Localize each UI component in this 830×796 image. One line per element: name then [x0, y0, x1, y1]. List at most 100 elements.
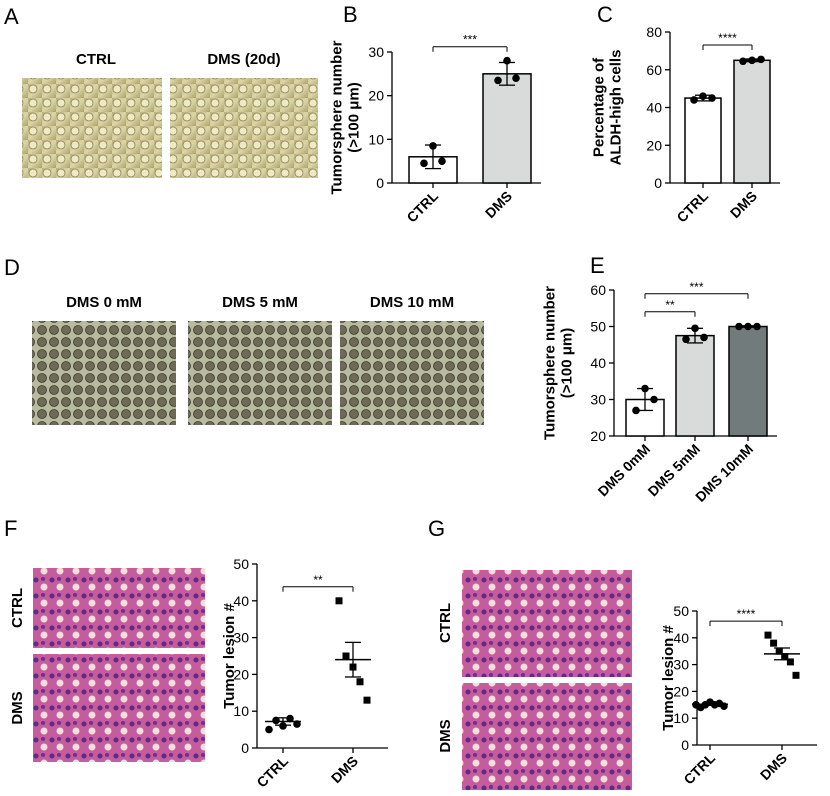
data-point	[699, 92, 707, 100]
sig-label: ****	[718, 31, 737, 45]
x-tick-label: DMS	[727, 188, 760, 221]
data-point	[356, 678, 364, 686]
y-axis-label: Tumorsphere number	[329, 40, 346, 194]
y-tick-label: 20	[590, 428, 606, 444]
x-tick-label: CTRL	[680, 749, 718, 787]
y-axis-label: Tumorsphere number	[542, 286, 559, 440]
data-point	[691, 324, 699, 333]
y-axis-label: (>100 μm)	[346, 82, 363, 152]
data-point	[764, 631, 772, 639]
data-point	[735, 322, 743, 331]
y-axis-label: Percentage of	[591, 57, 608, 157]
data-point	[512, 74, 520, 82]
y-tick-label: 50	[233, 556, 249, 572]
y-tick-label: 20	[673, 683, 689, 699]
data-point	[700, 333, 708, 342]
sig-label: ****	[737, 607, 756, 621]
y-tick-label: 10	[233, 703, 249, 719]
image-label: DMS 0 mM	[66, 294, 142, 311]
y-tick-label: 20	[646, 137, 662, 153]
x-tick-label: CTRL	[253, 752, 291, 790]
sig-label: ***	[689, 280, 703, 294]
y-tick-label: 30	[368, 44, 384, 60]
x-tick-label: CTRL	[403, 187, 441, 225]
y-axis-label: ALDH-high cells	[608, 50, 625, 166]
y-tick-label: 0	[654, 175, 662, 191]
data-point	[650, 395, 658, 404]
y-axis-label: (>100 μm)	[559, 328, 576, 398]
x-tick-label: CTRL	[673, 187, 711, 225]
data-point	[770, 639, 778, 647]
data-point	[753, 322, 761, 331]
data-point	[748, 56, 756, 65]
panel-letter: F	[4, 516, 17, 541]
y-tick-label: 40	[233, 593, 249, 609]
data-point	[438, 157, 446, 165]
x-tick-label: DMS	[482, 188, 515, 221]
y-tick-label: 60	[646, 62, 662, 78]
data-point	[744, 322, 752, 331]
y-tick-label: 20	[368, 88, 384, 104]
x-tick-label: DMS 0mM	[594, 441, 653, 500]
sig-label: **	[665, 298, 675, 312]
micrograph	[462, 570, 632, 677]
data-point	[279, 722, 287, 730]
panel-letter: A	[4, 4, 19, 29]
data-point	[265, 725, 273, 734]
y-tick-label: 50	[590, 319, 606, 335]
y-axis-label: Tumor lesion #	[221, 603, 238, 709]
micrograph	[340, 321, 484, 425]
panel-letter: E	[590, 253, 605, 278]
bar	[684, 97, 722, 184]
data-point	[420, 159, 428, 168]
bar	[728, 325, 768, 437]
data-point	[786, 658, 794, 666]
data-point	[335, 597, 343, 605]
y-tick-label: 30	[233, 630, 249, 646]
data-point	[272, 716, 280, 725]
data-point	[494, 76, 502, 85]
y-tick-label: 60	[590, 282, 606, 298]
y-tick-label: 80	[646, 24, 662, 40]
row-label: CTRL	[437, 603, 454, 643]
panel-letter: B	[343, 2, 358, 27]
y-tick-label: 0	[681, 737, 689, 753]
data-point	[775, 647, 783, 655]
x-tick-label: DMS	[328, 753, 361, 786]
micrograph	[32, 321, 176, 425]
data-point	[757, 55, 765, 64]
y-tick-label: 0	[241, 740, 249, 756]
image-label: CTRL	[76, 51, 116, 68]
micrograph	[188, 321, 332, 425]
bar	[733, 59, 771, 184]
y-tick-label: 40	[646, 100, 662, 116]
y-axis-label: Tumor lesion #	[660, 625, 677, 731]
y-tick-label: 30	[590, 392, 606, 408]
data-point	[708, 94, 716, 102]
y-tick-label: 10	[673, 710, 689, 726]
data-point	[792, 671, 800, 679]
data-point	[293, 720, 301, 728]
data-point	[720, 702, 728, 710]
y-tick-label: 40	[673, 630, 689, 646]
data-point	[781, 653, 789, 661]
data-point	[286, 714, 294, 723]
micrograph	[33, 654, 205, 762]
y-tick-label: 30	[673, 657, 689, 673]
micrograph	[170, 78, 318, 178]
y-tick-label: 40	[590, 355, 606, 371]
panel-letter: D	[4, 255, 20, 280]
image-label: DMS (20d)	[207, 51, 280, 68]
sig-label: **	[313, 573, 323, 587]
row-label: DMS	[437, 719, 454, 752]
data-point	[342, 652, 350, 660]
data-point	[641, 384, 649, 393]
bar	[482, 73, 532, 184]
image-label: DMS 10 mM	[370, 294, 454, 311]
y-tick-label: 50	[673, 603, 689, 619]
micrograph	[22, 78, 162, 178]
data-point	[363, 696, 371, 704]
row-label: CTRL	[9, 588, 26, 628]
